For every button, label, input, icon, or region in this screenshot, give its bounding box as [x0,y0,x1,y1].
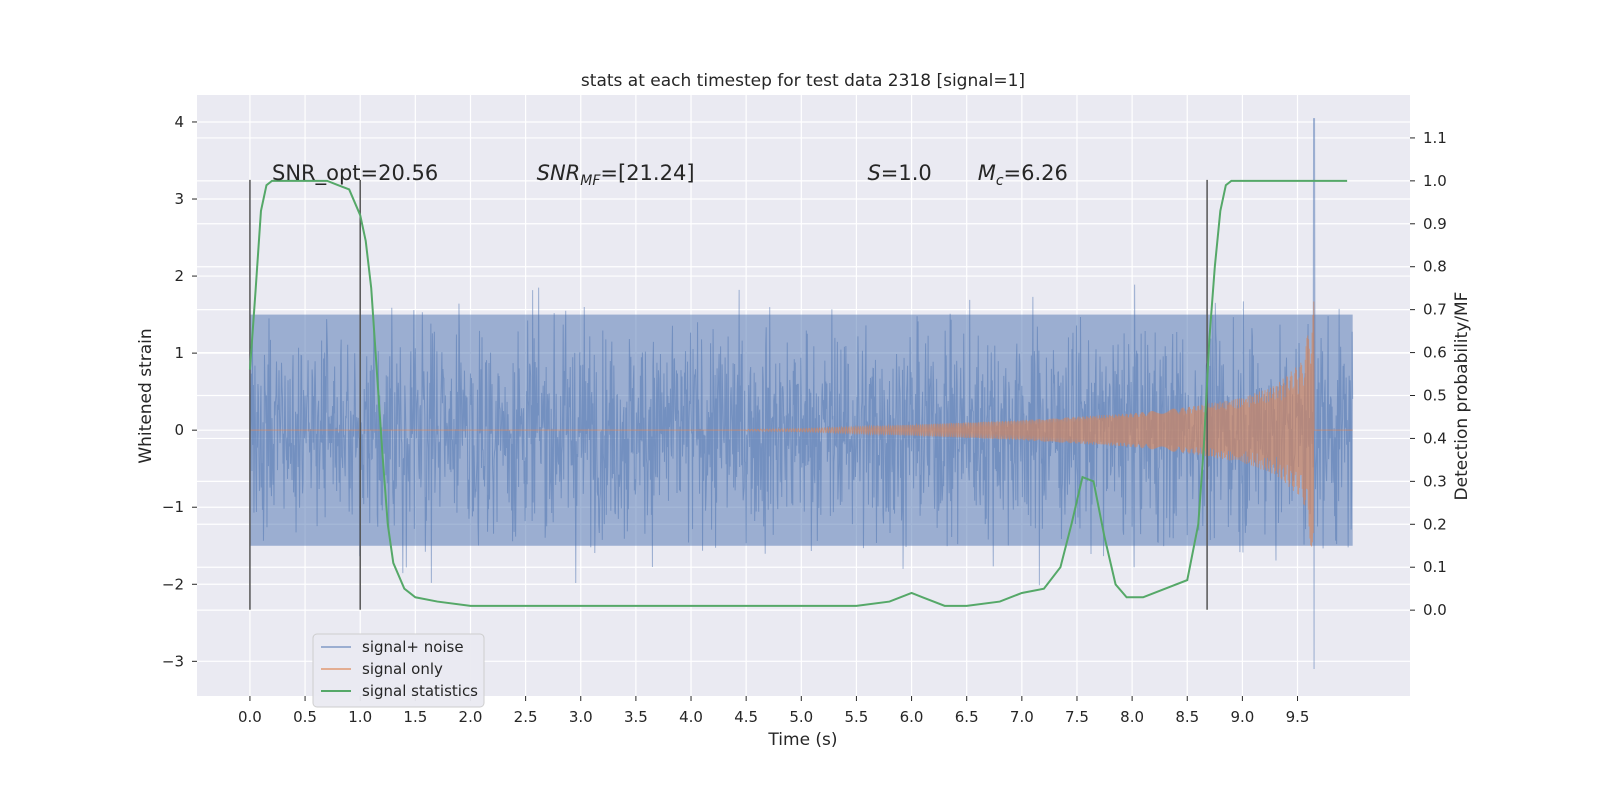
annotation-value: =1.0 [881,161,932,185]
annotation-main: M [978,161,996,185]
y-right-tick-label: 0.6 [1423,344,1447,362]
x-tick-label: 5.0 [789,708,813,726]
annotation-value: =6.26 [1004,161,1068,185]
annotation-text: SNR_opt=20.56 [272,161,438,186]
y-left-tick-label: 3 [174,190,184,208]
y-left-tick-label: 0 [174,421,184,439]
y-right-tick-label: 1.0 [1423,172,1447,190]
signal-series [249,301,1353,547]
statistics-line [248,179,1348,607]
annotation-main: SNR_opt=20.56 [272,161,438,186]
y-axis-label-left: Whitened strain [136,328,156,463]
legend-label-statistics: signal statistics [362,682,478,700]
y-left-tick-label: 2 [174,267,184,285]
x-tick-label: 6.5 [955,708,979,726]
annotation-main: S [867,161,880,185]
legend-label-signal: signal only [362,660,443,678]
x-axis-label: Time (s) [767,730,837,750]
annotation-value: =[21.24] [600,161,694,185]
y-right-tick-label: 1.1 [1423,129,1447,147]
y-right-tick-label: 0.4 [1423,429,1447,447]
x-tick-label: 3.5 [624,708,648,726]
y-left-tick-label: −2 [162,575,184,593]
annotation-main: SNR [537,161,581,185]
x-tick-label: 4.5 [734,708,758,726]
x-tick-label: 3.0 [569,708,593,726]
statistics-series [248,179,1348,607]
y-right-tick-label: 0.7 [1423,301,1447,319]
x-tick-label: 8.5 [1175,708,1199,726]
y-axis-label-right: Detection probability/MF [1452,292,1472,501]
annotation-text: S=1.0 [867,161,931,185]
legend-label-noise: signal+ noise [362,638,464,656]
annotation-subscript: c [996,173,1004,189]
x-tick-label: 2.5 [514,708,538,726]
x-tick-label: 1.5 [403,708,427,726]
x-tick-label: 5.5 [845,708,869,726]
y-right-tick-label: 0.1 [1423,558,1447,576]
y-left-tick-label: −1 [162,498,184,516]
x-tick-label: 9.5 [1286,708,1310,726]
x-tick-label: 7.5 [1065,708,1089,726]
legend: signal+ noise signal only signal statist… [312,633,485,708]
x-tick-label: 4.0 [679,708,703,726]
annotations: SNR_opt=20.56 SNRMF=[21.24] S=1.0 Mc=6.26 [272,161,1068,189]
x-tick-label: 7.0 [1010,708,1034,726]
chart-title: stats at each timestep for test data 231… [581,71,1025,91]
x-tick-label: 1.0 [348,708,372,726]
y-right-tick-label: 0.8 [1423,258,1447,276]
y-right-tick-label: 0.3 [1423,472,1447,490]
x-tick-label: 6.0 [900,708,924,726]
x-tick-label: 9.0 [1230,708,1254,726]
annotation-subscript: MF [580,173,601,189]
x-tick-label: 0.5 [293,708,317,726]
y-right-tick-label: 0.9 [1423,215,1447,233]
y-right-tick-label: 0.0 [1423,601,1447,619]
legend-box [312,633,485,708]
annotation-text: Mc=6.26 [978,161,1068,189]
x-tick-label: 0.0 [238,708,262,726]
x-tick-label: 2.0 [459,708,483,726]
y-right-tick-label: 0.2 [1423,515,1447,533]
y-left-tick-label: 4 [174,113,184,131]
signal-line [249,301,1353,547]
y-left-tick-label: 1 [174,344,184,362]
y-right-tick-label: 0.5 [1423,387,1447,405]
tick-labels: 0.0 0.5 1.0 1.5 2.0 2.5 3.0 3.5 4.0 4.5 5.0 5.5 6.0 6… [162,113,1447,726]
annotation-text: SNRMF=[21.24] [537,161,695,189]
y-left-tick-label: −3 [162,652,184,670]
x-tick-label: 8.0 [1120,708,1144,726]
